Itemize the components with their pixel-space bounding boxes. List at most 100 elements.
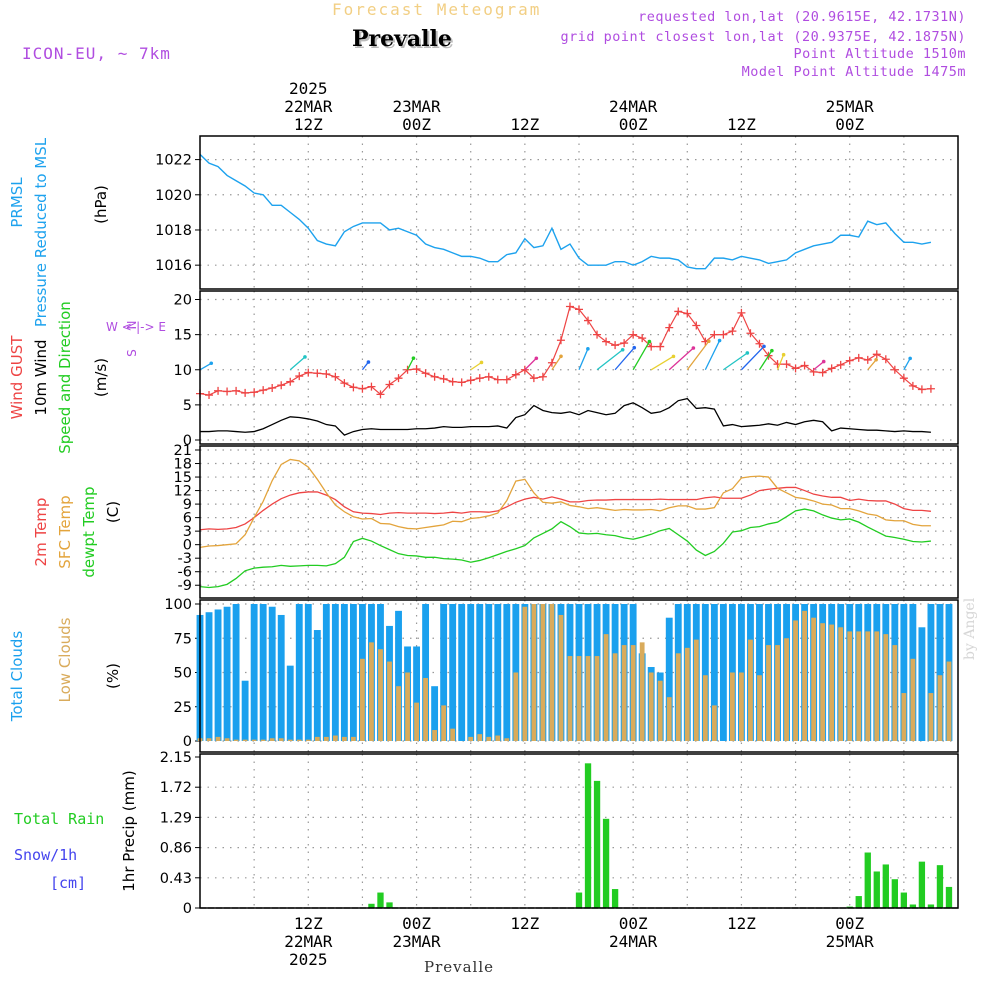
gust-line bbox=[199, 305, 931, 396]
rain-bar bbox=[945, 886, 953, 908]
y-tick-label: 0 bbox=[183, 538, 192, 554]
bottom-time-label: 12Z bbox=[294, 914, 323, 933]
wind-arrow-head bbox=[586, 347, 590, 351]
bottom-time-label: 00Z bbox=[402, 914, 431, 933]
low-clouds-bar bbox=[233, 739, 239, 741]
wind-arrow-head bbox=[647, 339, 652, 344]
low-clouds-bar bbox=[693, 639, 699, 741]
low-clouds-bar bbox=[360, 658, 365, 741]
total-clouds-bar bbox=[503, 604, 511, 741]
rain-bar bbox=[377, 892, 384, 908]
total-clouds-bar bbox=[900, 604, 908, 741]
gust-marker bbox=[818, 368, 827, 377]
y-tick-label: 1022 bbox=[155, 153, 192, 169]
wind-arrow-head bbox=[762, 344, 766, 349]
rain-bar bbox=[855, 896, 862, 908]
low-clouds-bar bbox=[341, 736, 347, 741]
low-clouds-bar bbox=[576, 656, 582, 741]
wind-direction-arrow bbox=[614, 347, 635, 371]
gust-marker bbox=[611, 341, 620, 350]
low-clouds-bar bbox=[874, 631, 880, 741]
low-clouds-bar bbox=[937, 675, 943, 741]
y-tick-label: 100 bbox=[164, 597, 192, 613]
y-tick-label: 18 bbox=[174, 457, 192, 473]
gust-marker bbox=[656, 342, 665, 351]
y-tick-label: 10 bbox=[174, 363, 192, 379]
low-clouds-bar bbox=[748, 639, 753, 741]
low-clouds-bar bbox=[405, 672, 410, 741]
ylabel-pressure: Pressure Reduced to MSL bbox=[32, 137, 50, 327]
gust-marker bbox=[737, 308, 746, 317]
wind-arrow-head bbox=[559, 354, 563, 359]
low-clouds-bar bbox=[314, 736, 320, 741]
y-tick-label: 1.29 bbox=[160, 810, 192, 826]
compass-west-east: W <-|-> E bbox=[106, 320, 166, 334]
gust-marker bbox=[223, 387, 232, 396]
low-clouds-bar bbox=[206, 738, 212, 741]
total-clouds-bar bbox=[918, 627, 926, 741]
wind-arrow-head bbox=[632, 345, 637, 350]
gust-marker bbox=[854, 353, 863, 362]
legend-total-rain: Total Rain bbox=[14, 810, 104, 828]
wind-direction-arrow bbox=[758, 350, 773, 371]
total-clouds-bar bbox=[395, 610, 402, 741]
ylabel-temp-2: dewpt Temp bbox=[80, 486, 98, 577]
gust-marker bbox=[917, 385, 926, 394]
wind-arrow-head bbox=[671, 354, 676, 359]
gust-marker bbox=[863, 355, 872, 364]
total-clouds-bar bbox=[349, 604, 357, 741]
low-clouds-bar bbox=[946, 661, 952, 741]
wind-direction-arrow bbox=[776, 354, 785, 370]
gust-marker bbox=[367, 382, 376, 391]
model-label: ICON-EU, ~ 7km bbox=[22, 44, 171, 63]
wind-arrow-head bbox=[717, 338, 722, 343]
top-time-label: 24MAR bbox=[609, 97, 658, 116]
panel-pressure: 1016 1018 1020 1022 PRMSL Pressure Reduced to… bbox=[8, 135, 959, 327]
ylabel-unit: (C) bbox=[104, 501, 122, 523]
gust-marker bbox=[538, 372, 547, 381]
rain-bar bbox=[891, 879, 898, 908]
dewpt-line bbox=[199, 508, 931, 589]
total-clouds-bar bbox=[458, 604, 466, 741]
chart-title: Forecast Meteogram bbox=[332, 0, 542, 19]
panel-wind: 0 5 10 15 20 Wind GUST 10m Wind Speed and Direc… bbox=[8, 290, 959, 454]
rain-bar bbox=[864, 852, 871, 908]
total-clouds-bar bbox=[340, 604, 348, 741]
bottom-time-label: 12Z bbox=[727, 914, 756, 933]
panel-precipitation: 0 0.43 0.86 1.29 1.72 2.15 Total Rain Snow/1h [c… bbox=[14, 750, 959, 917]
y-tick-label: 1020 bbox=[155, 188, 192, 204]
y-tick-label: 20 bbox=[174, 293, 192, 309]
top-time-label: 00Z bbox=[835, 115, 864, 134]
panel-frame bbox=[199, 599, 959, 753]
requested-coords: requested lon,lat (20.9615E, 42.1731N) bbox=[638, 9, 966, 25]
rain-bar bbox=[602, 818, 610, 908]
gust-marker bbox=[457, 378, 466, 387]
total-clouds-bar bbox=[719, 604, 727, 741]
y-tick-label: 9 bbox=[183, 497, 192, 513]
low-clouds-bar bbox=[603, 634, 609, 741]
rain-bar bbox=[575, 892, 583, 908]
ylabel-total-clouds: Total Clouds bbox=[8, 631, 26, 723]
gust-marker bbox=[511, 370, 520, 379]
low-clouds-bar bbox=[684, 647, 690, 741]
low-clouds-bar bbox=[396, 686, 401, 741]
y-tick-label: 15 bbox=[174, 328, 192, 344]
y-tick-label: 0 bbox=[183, 433, 192, 449]
low-clouds-bar bbox=[558, 614, 564, 741]
y-tick-label: 0 bbox=[183, 734, 192, 750]
gust-marker bbox=[205, 391, 214, 400]
bottom-time-label: 23MAR bbox=[392, 932, 441, 951]
low-clouds-bar bbox=[739, 672, 744, 741]
total-clouds-bar bbox=[467, 604, 475, 741]
low-clouds-bar bbox=[540, 604, 546, 741]
ylabel-unit: (hPa) bbox=[92, 185, 110, 224]
low-clouds-bar bbox=[757, 675, 762, 741]
bottom-time-label: 25MAR bbox=[826, 932, 875, 951]
top-time-label: 12Z bbox=[727, 115, 756, 134]
wind-direction-arrow bbox=[686, 340, 710, 371]
top-time-label: 00Z bbox=[619, 115, 648, 134]
gust-marker bbox=[899, 374, 908, 383]
low-clouds-bar bbox=[305, 739, 311, 741]
gust-marker bbox=[529, 374, 538, 383]
low-clouds-bar bbox=[657, 680, 663, 741]
